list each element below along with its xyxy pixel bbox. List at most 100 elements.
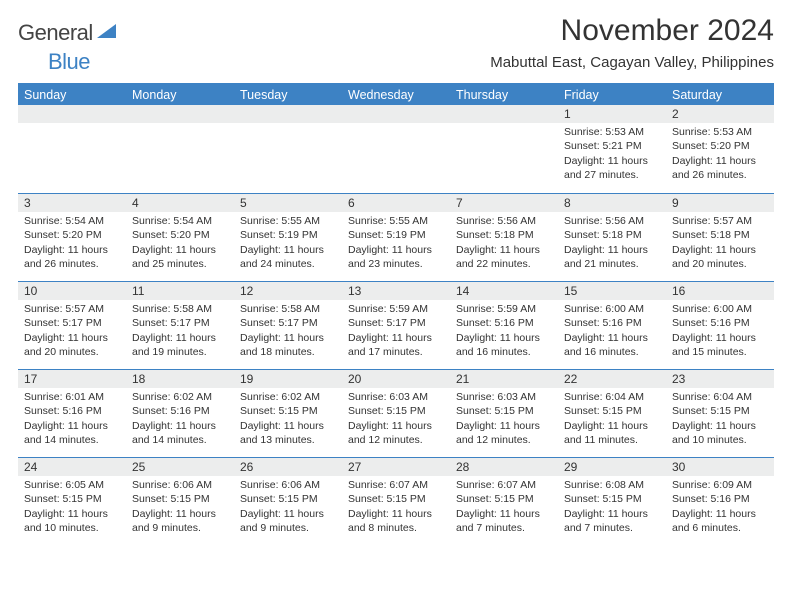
day-number-bar: 25 <box>126 458 234 476</box>
day-number-bar <box>450 105 558 123</box>
sunrise-line: Sunrise: 6:02 AM <box>240 390 336 404</box>
weekday-header: Saturday <box>666 85 774 105</box>
daylight-line: Daylight: 11 hours and 9 minutes. <box>132 507 228 535</box>
calendar-cell: 10Sunrise: 5:57 AMSunset: 5:17 PMDayligh… <box>18 281 126 369</box>
daylight-line: Daylight: 11 hours and 11 minutes. <box>564 419 660 447</box>
day-details: Sunrise: 5:59 AMSunset: 5:17 PMDaylight:… <box>342 300 450 359</box>
sunset-line: Sunset: 5:16 PM <box>564 316 660 330</box>
sunrise-line: Sunrise: 5:58 AM <box>240 302 336 316</box>
calendar-cell: 26Sunrise: 6:06 AMSunset: 5:15 PMDayligh… <box>234 457 342 545</box>
sunrise-line: Sunrise: 5:57 AM <box>672 214 768 228</box>
daylight-line: Daylight: 11 hours and 7 minutes. <box>456 507 552 535</box>
month-title: November 2024 <box>490 14 774 48</box>
day-details: Sunrise: 6:04 AMSunset: 5:15 PMDaylight:… <box>666 388 774 447</box>
sunrise-line: Sunrise: 6:07 AM <box>348 478 444 492</box>
day-number-bar: 11 <box>126 282 234 300</box>
day-details: Sunrise: 5:55 AMSunset: 5:19 PMDaylight:… <box>234 212 342 271</box>
sunrise-line: Sunrise: 6:01 AM <box>24 390 120 404</box>
sunset-line: Sunset: 5:15 PM <box>564 404 660 418</box>
calendar-cell <box>342 105 450 193</box>
calendar-cell: 16Sunrise: 6:00 AMSunset: 5:16 PMDayligh… <box>666 281 774 369</box>
calendar-cell: 12Sunrise: 5:58 AMSunset: 5:17 PMDayligh… <box>234 281 342 369</box>
daylight-line: Daylight: 11 hours and 17 minutes. <box>348 331 444 359</box>
daylight-line: Daylight: 11 hours and 14 minutes. <box>24 419 120 447</box>
day-number-bar: 9 <box>666 194 774 212</box>
sunset-line: Sunset: 5:19 PM <box>348 228 444 242</box>
day-details: Sunrise: 5:55 AMSunset: 5:19 PMDaylight:… <box>342 212 450 271</box>
sunrise-line: Sunrise: 5:59 AM <box>348 302 444 316</box>
day-number-bar: 15 <box>558 282 666 300</box>
daylight-line: Daylight: 11 hours and 9 minutes. <box>240 507 336 535</box>
daylight-line: Daylight: 11 hours and 25 minutes. <box>132 243 228 271</box>
day-details: Sunrise: 6:03 AMSunset: 5:15 PMDaylight:… <box>342 388 450 447</box>
day-details: Sunrise: 5:56 AMSunset: 5:18 PMDaylight:… <box>558 212 666 271</box>
calendar-cell: 21Sunrise: 6:03 AMSunset: 5:15 PMDayligh… <box>450 369 558 457</box>
calendar-cell: 24Sunrise: 6:05 AMSunset: 5:15 PMDayligh… <box>18 457 126 545</box>
day-number-bar: 5 <box>234 194 342 212</box>
calendar-cell <box>450 105 558 193</box>
sunrise-line: Sunrise: 6:00 AM <box>564 302 660 316</box>
sunrise-line: Sunrise: 5:56 AM <box>564 214 660 228</box>
day-number-bar: 28 <box>450 458 558 476</box>
calendar-cell: 29Sunrise: 6:08 AMSunset: 5:15 PMDayligh… <box>558 457 666 545</box>
sunset-line: Sunset: 5:16 PM <box>456 316 552 330</box>
day-details: Sunrise: 6:00 AMSunset: 5:16 PMDaylight:… <box>666 300 774 359</box>
day-number-bar: 16 <box>666 282 774 300</box>
daylight-line: Daylight: 11 hours and 18 minutes. <box>240 331 336 359</box>
sunrise-line: Sunrise: 5:58 AM <box>132 302 228 316</box>
sunrise-line: Sunrise: 6:06 AM <box>132 478 228 492</box>
calendar-cell: 9 Sunrise: 5:57 AMSunset: 5:18 PMDaylight… <box>666 193 774 281</box>
sunset-line: Sunset: 5:15 PM <box>348 492 444 506</box>
sunset-line: Sunset: 5:19 PM <box>240 228 336 242</box>
sunset-line: Sunset: 5:17 PM <box>348 316 444 330</box>
sunset-line: Sunset: 5:15 PM <box>348 404 444 418</box>
sunrise-line: Sunrise: 6:07 AM <box>456 478 552 492</box>
sunset-line: Sunset: 5:15 PM <box>564 492 660 506</box>
calendar-cell: 13Sunrise: 5:59 AMSunset: 5:17 PMDayligh… <box>342 281 450 369</box>
sunrise-line: Sunrise: 5:59 AM <box>456 302 552 316</box>
sunrise-line: Sunrise: 6:03 AM <box>456 390 552 404</box>
calendar-cell: 1Sunrise: 5:53 AMSunset: 5:21 PMDaylight… <box>558 105 666 193</box>
calendar-cell: 30Sunrise: 6:09 AMSunset: 5:16 PMDayligh… <box>666 457 774 545</box>
day-number-bar: 4 <box>126 194 234 212</box>
day-number-bar: 24 <box>18 458 126 476</box>
daylight-line: Daylight: 11 hours and 20 minutes. <box>24 331 120 359</box>
day-number-bar: 18 <box>126 370 234 388</box>
calendar-cell: 23Sunrise: 6:04 AMSunset: 5:15 PMDayligh… <box>666 369 774 457</box>
day-details: Sunrise: 6:06 AMSunset: 5:15 PMDaylight:… <box>126 476 234 535</box>
daylight-line: Daylight: 11 hours and 20 minutes. <box>672 243 768 271</box>
day-details: Sunrise: 5:58 AMSunset: 5:17 PMDaylight:… <box>126 300 234 359</box>
calendar-cell: 25Sunrise: 6:06 AMSunset: 5:15 PMDayligh… <box>126 457 234 545</box>
day-details: Sunrise: 5:54 AMSunset: 5:20 PMDaylight:… <box>126 212 234 271</box>
weekday-header: Friday <box>558 85 666 105</box>
day-number-bar: 22 <box>558 370 666 388</box>
day-number-bar: 12 <box>234 282 342 300</box>
daylight-line: Daylight: 11 hours and 10 minutes. <box>672 419 768 447</box>
daylight-line: Daylight: 11 hours and 26 minutes. <box>672 154 768 182</box>
day-details: Sunrise: 5:58 AMSunset: 5:17 PMDaylight:… <box>234 300 342 359</box>
day-details: Sunrise: 5:53 AMSunset: 5:20 PMDaylight:… <box>666 123 774 182</box>
sunset-line: Sunset: 5:16 PM <box>672 316 768 330</box>
calendar-cell: 27Sunrise: 6:07 AMSunset: 5:15 PMDayligh… <box>342 457 450 545</box>
sunset-line: Sunset: 5:15 PM <box>24 492 120 506</box>
calendar-cell: 15Sunrise: 6:00 AMSunset: 5:16 PMDayligh… <box>558 281 666 369</box>
sunset-line: Sunset: 5:20 PM <box>672 139 768 153</box>
sunrise-line: Sunrise: 6:06 AM <box>240 478 336 492</box>
calendar-cell: 6Sunrise: 5:55 AMSunset: 5:19 PMDaylight… <box>342 193 450 281</box>
daylight-line: Daylight: 11 hours and 19 minutes. <box>132 331 228 359</box>
sunset-line: Sunset: 5:18 PM <box>672 228 768 242</box>
sunset-line: Sunset: 5:17 PM <box>24 316 120 330</box>
sunrise-line: Sunrise: 5:55 AM <box>348 214 444 228</box>
daylight-line: Daylight: 11 hours and 13 minutes. <box>240 419 336 447</box>
sunset-line: Sunset: 5:16 PM <box>672 492 768 506</box>
daylight-line: Daylight: 11 hours and 15 minutes. <box>672 331 768 359</box>
daylight-line: Daylight: 11 hours and 14 minutes. <box>132 419 228 447</box>
daylight-line: Daylight: 11 hours and 26 minutes. <box>24 243 120 271</box>
daylight-line: Daylight: 11 hours and 10 minutes. <box>24 507 120 535</box>
day-number-bar <box>126 105 234 123</box>
day-number-bar <box>18 105 126 123</box>
calendar-cell <box>234 105 342 193</box>
sunrise-line: Sunrise: 5:54 AM <box>24 214 120 228</box>
calendar-cell <box>126 105 234 193</box>
sunrise-line: Sunrise: 6:03 AM <box>348 390 444 404</box>
